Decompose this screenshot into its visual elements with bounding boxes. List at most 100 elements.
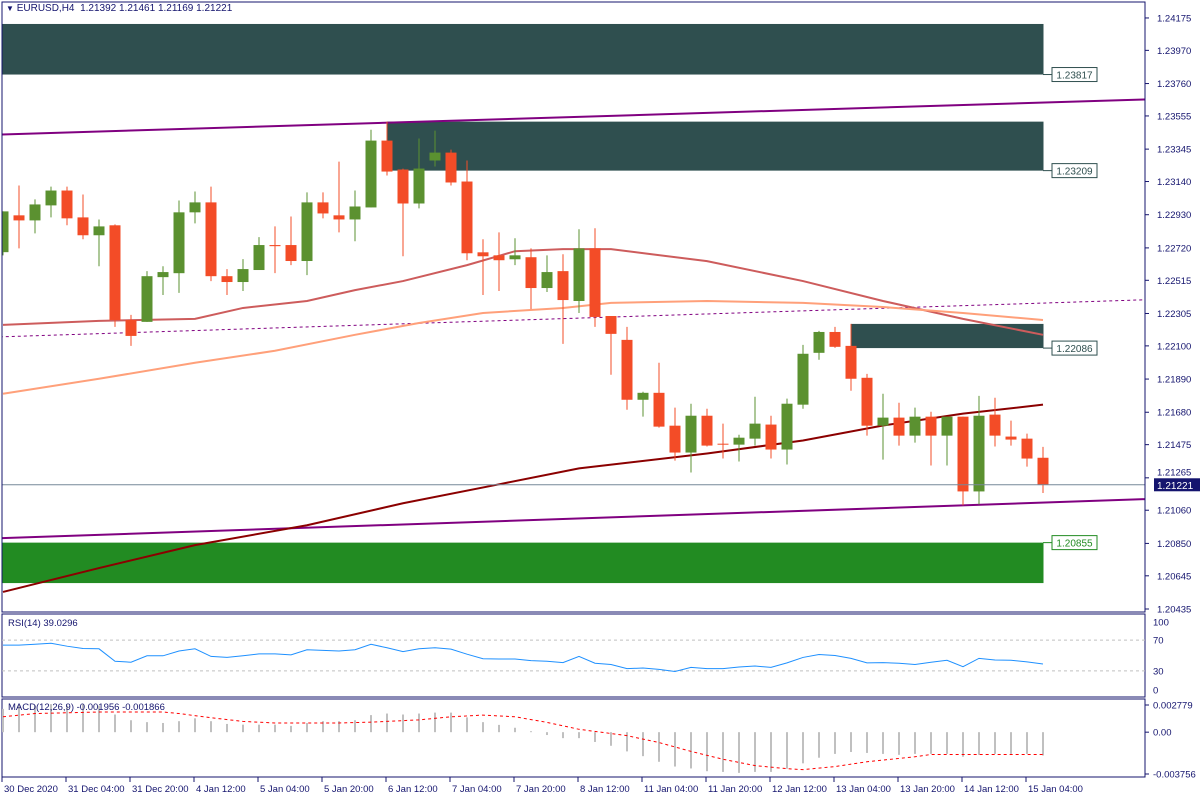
trendline[interactable] (0, 298, 1200, 338)
price-tick-label: 1.21265 (1157, 467, 1191, 478)
time-tick-label: 11 Jan 20:00 (708, 784, 762, 795)
time-tick-label: 5 Jan 20:00 (324, 784, 374, 795)
candle (173, 200, 185, 293)
candle (381, 121, 393, 176)
price-tick-label: 1.24175 (1157, 13, 1191, 24)
candle (77, 194, 89, 240)
candle (525, 248, 537, 310)
header-low: 1.21169 (157, 3, 194, 14)
macd-signal-value: -0.001866 (122, 702, 165, 713)
candle-body (445, 152, 457, 183)
triangle-down-icon[interactable]: ▼ (6, 4, 14, 13)
candle (301, 192, 313, 276)
time-tick-label: 13 Jan 04:00 (836, 784, 891, 795)
candle-body (829, 331, 841, 347)
symbol-timeframe: EURUSD,H4 (16, 3, 75, 14)
price-tick-label: 1.22100 (1157, 341, 1191, 352)
time-tick-label: 7 Jan 20:00 (516, 784, 566, 795)
current-price-label: 1.21221 (1157, 481, 1194, 492)
time-tick-label: 7 Jan 04:00 (452, 784, 502, 795)
candle (717, 423, 729, 459)
candle (189, 191, 201, 224)
rsi-label: RSI(14) 39.0296 (8, 618, 78, 629)
candle (861, 373, 873, 436)
candle (989, 397, 1001, 447)
zone-label-box (1051, 67, 1098, 83)
rsi-title: RSI(14) (8, 618, 41, 629)
candle (45, 186, 57, 218)
macd-axis-label: 0.00 (1153, 728, 1172, 739)
macd-axis-label: -0.003756 (1153, 770, 1196, 781)
candle-body (605, 316, 617, 334)
candle (957, 416, 969, 506)
price-tick-label: 1.21680 (1157, 408, 1191, 419)
price-tick-label: 1.22515 (1157, 276, 1191, 287)
candle (573, 229, 585, 314)
price-tick-label: 1.23555 (1157, 111, 1191, 122)
price-tick-label: 1.23970 (1157, 46, 1191, 57)
zone-rectangle (2, 23, 1044, 75)
rsi-axis-label: 100 (1153, 618, 1169, 629)
candle-body (365, 140, 377, 208)
candle (333, 161, 345, 233)
candle-body (749, 423, 761, 439)
candle (205, 186, 217, 282)
zone-label-box (1051, 535, 1098, 551)
header-high: 1.21461 (119, 3, 156, 14)
candle (621, 326, 633, 410)
zone-rectangle (2, 542, 1044, 584)
candle-body (253, 245, 265, 271)
zone-label: 1.23209 (1056, 167, 1093, 178)
candle-body (957, 416, 969, 492)
trendline[interactable] (0, 98, 1200, 136)
candle-body (125, 319, 137, 336)
price-tick-label: 1.23345 (1157, 145, 1191, 156)
candle (365, 129, 377, 208)
candle (829, 326, 841, 348)
candle (2, 211, 9, 256)
rsi-value: 39.0296 (43, 618, 78, 629)
candle (893, 402, 905, 446)
macd-axis-label: 0.002779 (1153, 701, 1193, 712)
candle-body (61, 190, 73, 219)
candle-body (301, 202, 313, 262)
candle-body (941, 416, 953, 436)
candle (285, 216, 297, 266)
zone-label-box (1051, 340, 1098, 356)
trendline[interactable] (0, 497, 1200, 540)
candle-body (317, 202, 329, 214)
candle-body (493, 255, 505, 261)
zone-label: 1.22086 (1056, 344, 1093, 355)
candle (61, 186, 73, 226)
macd-signal-line (2, 711, 1044, 771)
candle-body (637, 392, 649, 400)
zone-rectangle (387, 121, 1044, 171)
time-tick-label: 31 Dec 20:00 (132, 784, 189, 795)
candle-body (653, 392, 665, 427)
candle (845, 323, 857, 391)
candle-body (973, 415, 985, 492)
candle (973, 395, 985, 505)
rsi-axis-label: 70 (1153, 636, 1164, 647)
candle (1037, 446, 1049, 494)
candle-body (173, 212, 185, 274)
candle (125, 314, 137, 346)
candle-body (765, 424, 777, 450)
candle (653, 362, 665, 428)
price-tick-label: 1.21060 (1157, 506, 1191, 517)
candle (1021, 433, 1033, 467)
candle-body (2, 211, 9, 253)
zone-label: 1.23817 (1056, 71, 1093, 82)
price-tick-label: 1.23760 (1157, 79, 1191, 90)
candle-body (813, 331, 825, 353)
candle (317, 192, 329, 219)
candle (429, 130, 441, 167)
candle-body (669, 425, 681, 453)
candle (877, 393, 889, 460)
candle (637, 391, 649, 417)
candle-body (237, 269, 249, 283)
time-tick-label: 31 Dec 04:00 (68, 784, 125, 795)
price-tick-label: 1.20645 (1157, 571, 1191, 582)
candle (13, 185, 25, 249)
